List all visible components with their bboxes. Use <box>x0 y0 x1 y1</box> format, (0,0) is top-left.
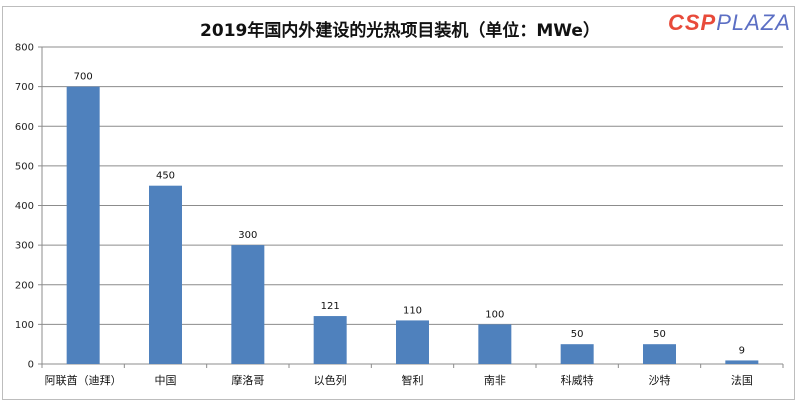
data-label: 700 <box>74 72 93 83</box>
bar <box>313 316 347 364</box>
y-tick-label: 400 <box>15 201 34 212</box>
bar <box>231 245 265 364</box>
y-tick-label: 700 <box>15 82 34 93</box>
data-label: 9 <box>739 345 745 356</box>
data-label: 100 <box>485 309 504 320</box>
bar <box>725 360 759 364</box>
y-tick-label: 100 <box>15 320 34 331</box>
csp-plaza-logo: CSPPLAZA <box>668 10 791 36</box>
data-label: 50 <box>571 329 584 340</box>
y-tick-label: 300 <box>15 241 34 252</box>
data-label: 450 <box>156 171 175 182</box>
logo-part2: PLAZA <box>716 10 791 35</box>
bar <box>643 344 676 364</box>
y-tick-label: 800 <box>15 43 34 54</box>
chart-title: 2019年国内外建设的光热项目装机（单位：MWe） <box>200 21 600 41</box>
data-label: 121 <box>321 301 340 312</box>
bar <box>396 320 429 364</box>
data-label: 300 <box>238 230 257 241</box>
x-tick-label: 摩洛哥 <box>231 373 264 387</box>
x-tick-label: 沙特 <box>649 373 671 387</box>
x-tick-label: 阿联酋（迪拜） <box>45 373 122 387</box>
bar <box>478 324 512 364</box>
bar <box>149 185 182 364</box>
x-tick-label: 智利 <box>402 373 424 387</box>
y-tick-label: 0 <box>28 360 34 371</box>
y-tick-label: 500 <box>15 161 34 172</box>
x-tick-label: 法国 <box>731 373 753 387</box>
x-tick-label: 科威特 <box>561 373 594 387</box>
y-tick-label: 600 <box>15 122 34 133</box>
x-tick-label: 南非 <box>484 374 506 387</box>
x-tick-label: 中国 <box>155 374 177 387</box>
logo-part1: CSP <box>668 10 717 35</box>
data-label: 110 <box>403 305 422 316</box>
bar <box>66 86 100 364</box>
bar <box>560 344 594 364</box>
x-tick-label: 以色列 <box>314 373 347 387</box>
y-tick-label: 200 <box>15 280 34 291</box>
data-label: 50 <box>653 329 666 340</box>
